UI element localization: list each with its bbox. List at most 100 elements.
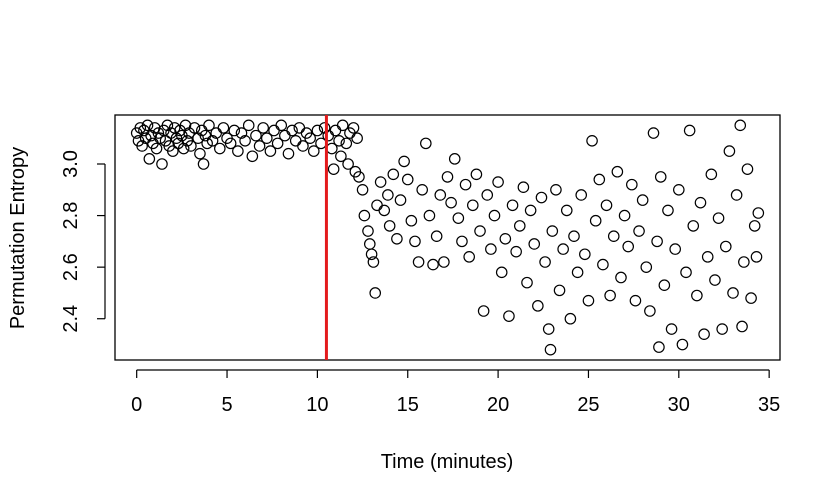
data-point <box>564 312 577 325</box>
data-point <box>430 230 443 243</box>
data-point <box>369 287 382 299</box>
data-point <box>694 196 707 209</box>
data-point <box>712 212 725 224</box>
data-point <box>185 140 197 152</box>
data-point <box>242 119 255 132</box>
data-point <box>665 323 678 335</box>
data-point <box>416 183 429 196</box>
data-point <box>143 153 156 165</box>
y-tick-label: 2.8 <box>60 202 82 230</box>
data-point <box>553 284 566 297</box>
data-point <box>170 132 183 145</box>
data-point <box>167 145 179 157</box>
data-point <box>488 209 501 222</box>
data-point <box>568 230 580 243</box>
data-point <box>560 204 573 217</box>
data-point <box>687 220 700 232</box>
data-point <box>154 132 166 145</box>
points-layer <box>130 119 765 356</box>
data-point <box>539 256 551 268</box>
data-point <box>336 119 349 132</box>
data-point <box>492 176 504 188</box>
data-point <box>542 323 555 335</box>
data-point <box>197 158 210 170</box>
data-point <box>363 238 376 250</box>
data-point <box>156 158 168 170</box>
data-point <box>365 248 378 261</box>
data-point <box>409 235 421 248</box>
data-point <box>506 199 519 212</box>
data-point <box>250 129 262 142</box>
data-point <box>698 328 710 341</box>
data-point <box>427 258 439 271</box>
data-point <box>597 258 609 271</box>
data-point <box>152 127 165 139</box>
data-point <box>362 225 374 237</box>
data-point <box>705 168 718 181</box>
data-point <box>466 199 479 212</box>
data-point <box>282 147 295 160</box>
data-point <box>374 176 387 188</box>
data-point <box>528 238 541 250</box>
plot-frame <box>114 114 781 361</box>
data-point <box>286 124 298 137</box>
x-tick-label: 20 <box>487 394 509 416</box>
data-point <box>521 276 533 289</box>
data-point <box>271 137 284 150</box>
data-point <box>206 134 219 147</box>
data-point <box>459 178 472 191</box>
data-point <box>412 256 425 268</box>
x-tick-label: 15 <box>397 394 419 416</box>
data-point <box>510 245 522 258</box>
data-point <box>351 132 363 145</box>
data-point <box>194 147 206 160</box>
data-point <box>604 289 616 302</box>
data-point <box>636 194 649 206</box>
data-point <box>356 183 369 196</box>
data-point <box>297 140 309 152</box>
data-point <box>217 122 230 134</box>
data-point <box>383 220 396 232</box>
data-point <box>340 137 353 150</box>
data-point <box>622 240 635 253</box>
data-point <box>228 124 241 137</box>
data-point <box>289 134 302 147</box>
data-point <box>452 212 465 224</box>
data-point <box>719 240 732 253</box>
data-point <box>546 225 559 237</box>
data-point <box>463 251 475 263</box>
data-point <box>701 251 714 263</box>
data-point <box>517 181 530 194</box>
data-point <box>745 292 757 304</box>
data-point <box>593 173 606 186</box>
data-point <box>203 119 215 132</box>
data-point <box>136 140 148 152</box>
data-point <box>264 145 277 157</box>
data-point <box>748 220 761 232</box>
data-point <box>683 124 696 137</box>
data-point <box>134 122 147 134</box>
data-point <box>441 171 454 183</box>
data-point <box>214 142 226 155</box>
data-point <box>741 163 754 175</box>
data-point <box>557 243 569 255</box>
data-point <box>161 119 174 132</box>
x-axis-label: Time (minutes) <box>381 451 514 473</box>
data-point <box>532 300 544 312</box>
data-point <box>224 137 237 150</box>
x-tick-label: 10 <box>306 394 328 416</box>
data-point <box>644 305 656 317</box>
x-tick-label: 5 <box>221 394 232 416</box>
data-point <box>662 204 674 217</box>
data-point <box>347 122 360 134</box>
data-point <box>611 165 624 178</box>
data-point <box>474 225 486 237</box>
data-point <box>723 145 736 157</box>
data-point <box>434 189 447 201</box>
data-point <box>268 124 280 137</box>
data-point <box>499 232 512 245</box>
data-point <box>401 173 414 186</box>
data-point <box>691 289 703 302</box>
data-point <box>618 209 631 222</box>
data-point <box>651 235 663 248</box>
